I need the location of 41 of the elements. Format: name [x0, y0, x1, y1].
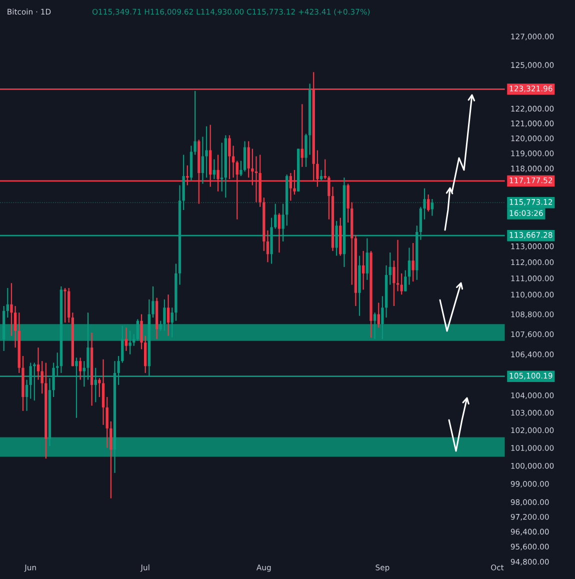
candlestick — [373, 312, 376, 340]
candlestick — [404, 270, 407, 292]
candlestick — [159, 320, 162, 332]
candlestick — [140, 314, 143, 350]
candlestick — [362, 250, 365, 290]
candlestick — [377, 302, 380, 328]
candlestick — [346, 183, 350, 224]
candlestick — [274, 203, 277, 230]
candlestick — [163, 298, 166, 332]
candlestick — [430, 198, 434, 216]
candlestick — [408, 247, 411, 286]
candlestick — [243, 140, 246, 172]
candlestick — [14, 305, 17, 348]
candlestick — [78, 357, 82, 380]
candlestick — [124, 326, 128, 352]
candlestick — [25, 379, 28, 412]
candlestick — [266, 230, 270, 263]
candlestick — [6, 287, 9, 318]
candlestick — [212, 158, 216, 180]
candlestick — [427, 194, 430, 212]
candlestick — [388, 252, 392, 286]
candlestick — [166, 294, 170, 336]
candlestick — [300, 104, 304, 168]
candlestick — [110, 420, 112, 499]
candlestick — [201, 136, 204, 184]
candlestick — [132, 334, 136, 346]
candlestick — [320, 169, 323, 182]
candlestick — [247, 140, 250, 178]
candlestick — [144, 335, 147, 374]
candlestick — [106, 396, 108, 448]
candlestick — [412, 242, 414, 282]
candlestick — [220, 142, 224, 192]
candlestick — [152, 286, 154, 318]
candlestick — [128, 330, 132, 355]
candlestick — [64, 287, 66, 324]
candlestick — [396, 239, 400, 292]
candlestick — [366, 238, 368, 280]
candlestick — [136, 318, 140, 342]
candlestick — [278, 212, 281, 254]
candlestick — [121, 325, 124, 364]
candlestick — [170, 307, 174, 338]
